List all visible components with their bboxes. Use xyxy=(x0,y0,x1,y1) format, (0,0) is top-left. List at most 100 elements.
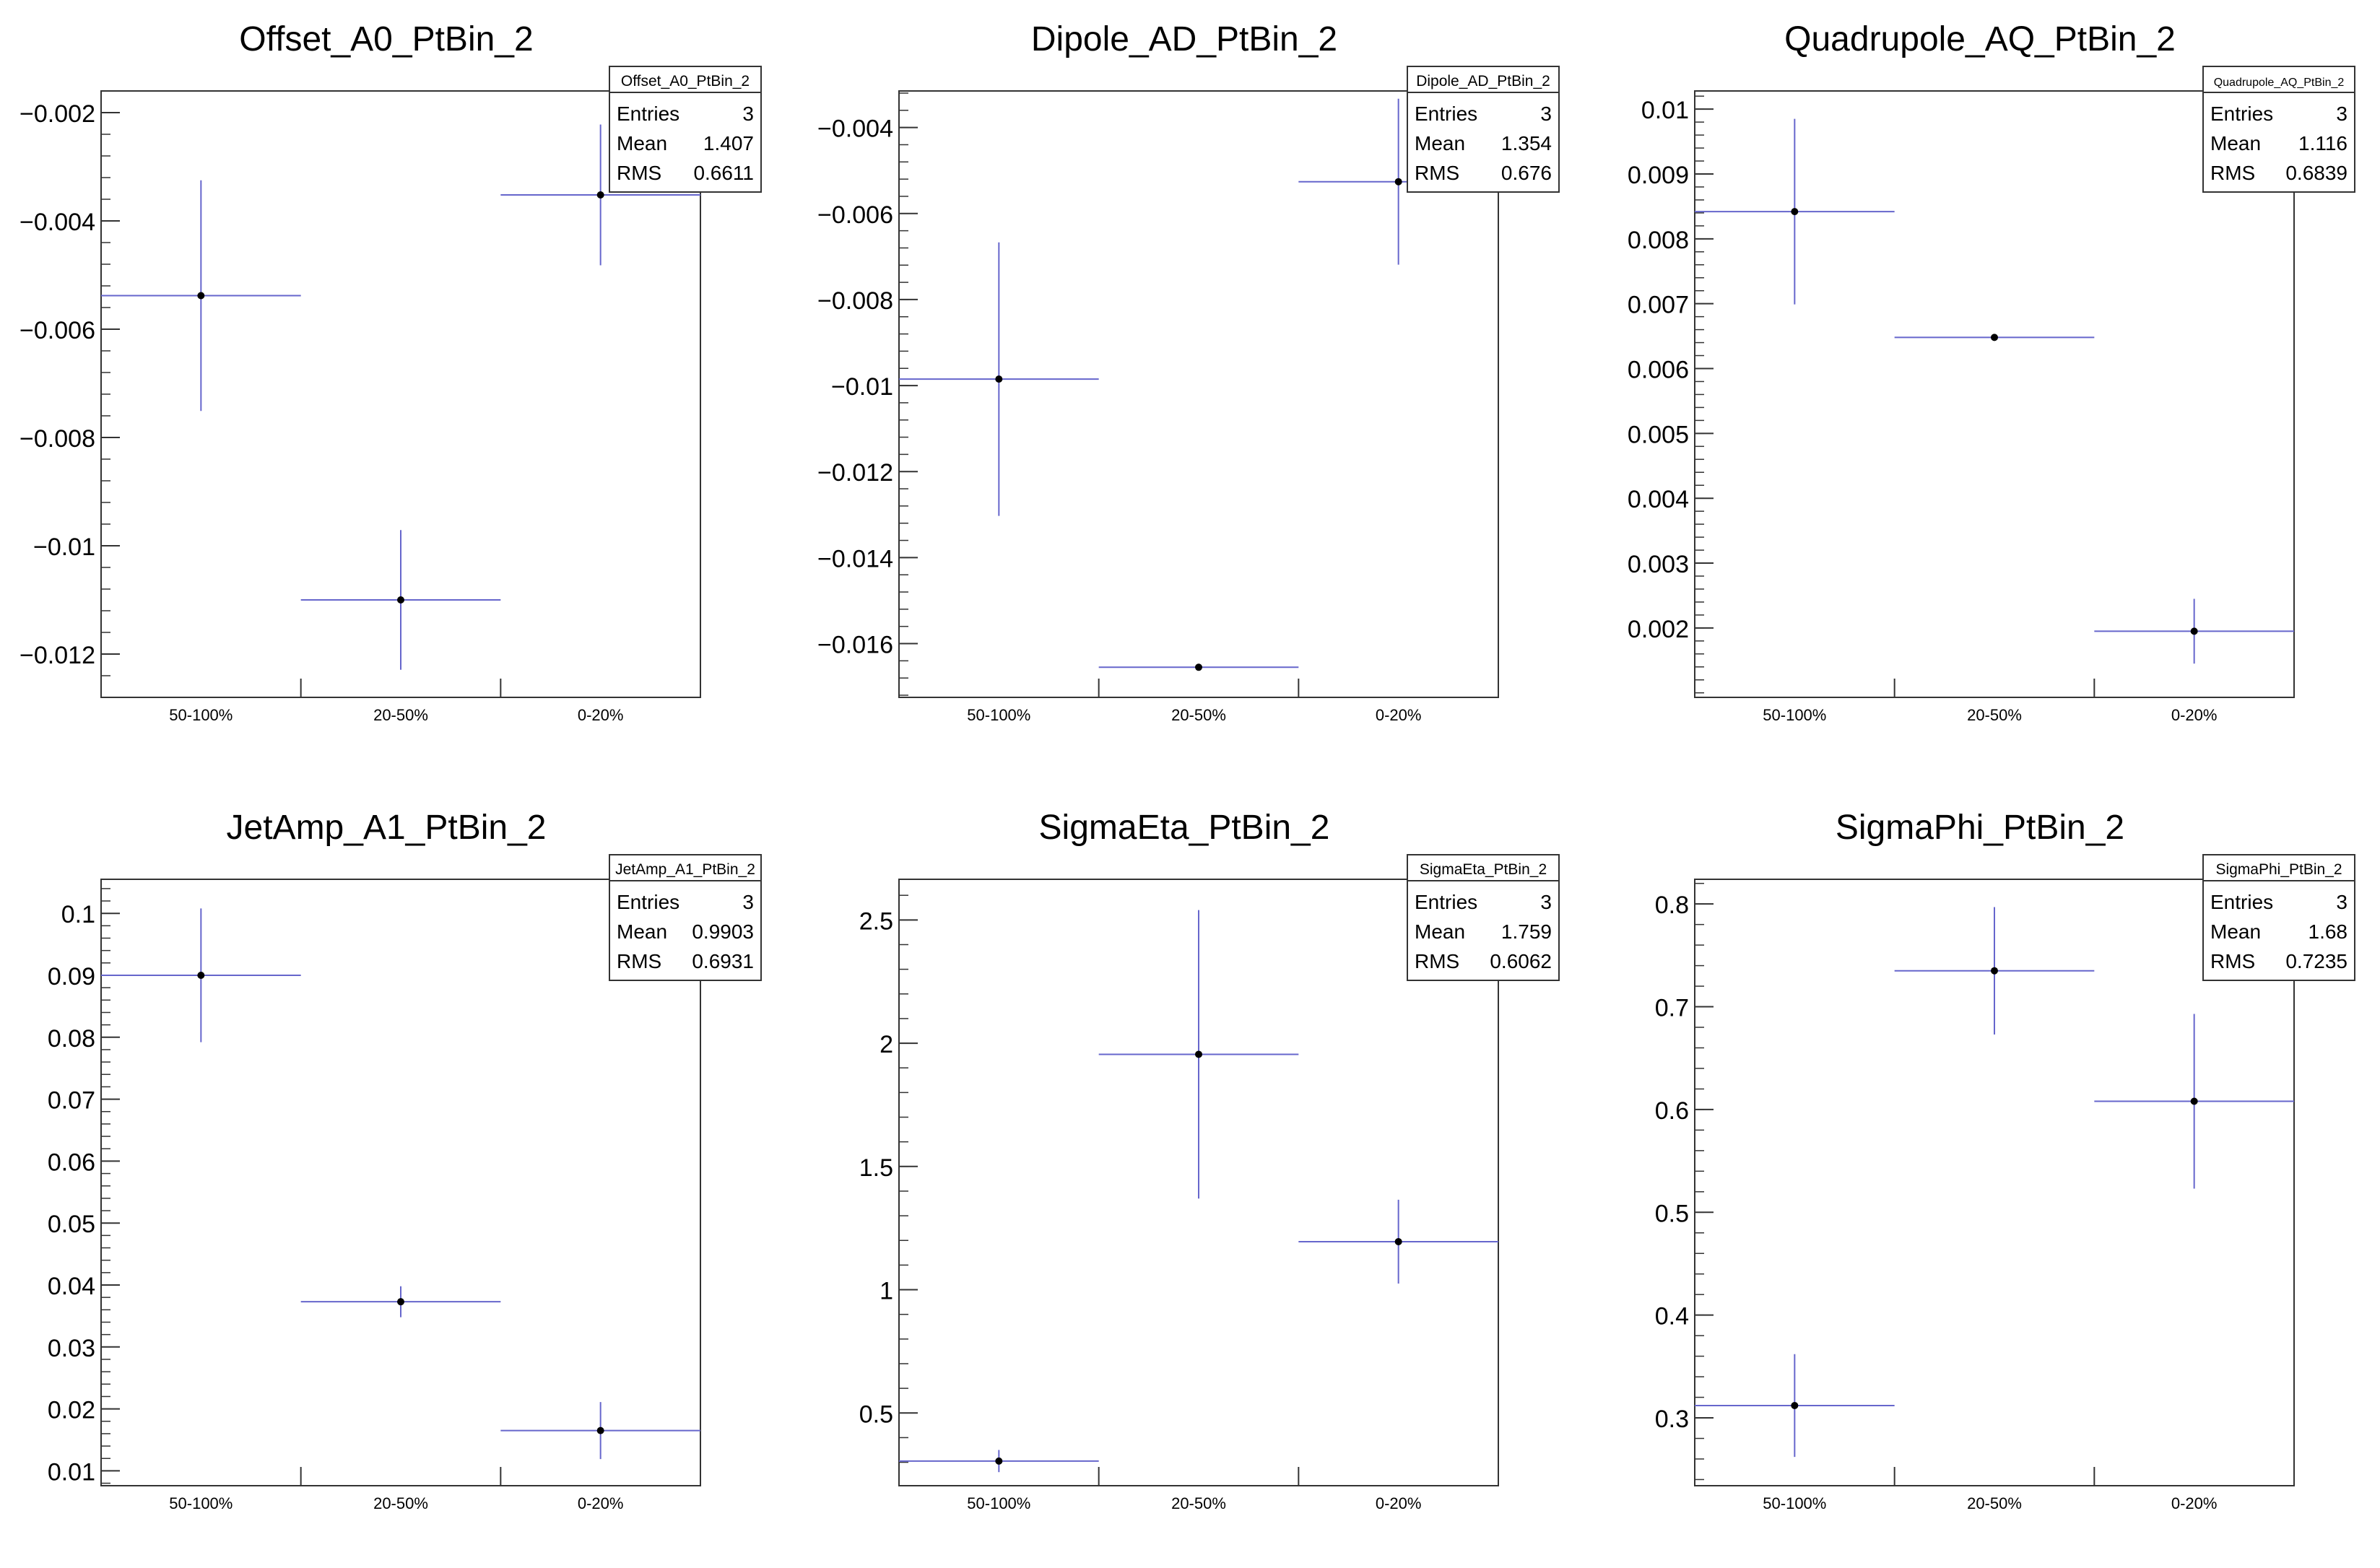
panel-title: Quadrupole_AQ_PtBin_2 xyxy=(1784,20,2176,58)
y-tick-label: −0.004 xyxy=(19,209,95,236)
y-tick-label: −0.016 xyxy=(817,632,893,659)
stats-row-label: RMS xyxy=(1415,162,1459,184)
stats-row-label: RMS xyxy=(617,162,661,184)
y-tick-label: 0.5 xyxy=(1655,1200,1689,1227)
data-point xyxy=(1695,1354,1895,1458)
point-marker xyxy=(2190,1097,2198,1105)
y-tick-label: 0.5 xyxy=(859,1401,893,1428)
x-category-label: 50-100% xyxy=(169,706,233,724)
stats-row-value: 3 xyxy=(742,891,754,913)
x-category-label: 50-100% xyxy=(169,1494,233,1512)
x-category-label: 20-50% xyxy=(1171,1494,1226,1512)
x-category-label: 0-20% xyxy=(2171,706,2218,724)
data-point xyxy=(101,908,301,1042)
data-point xyxy=(300,530,501,670)
stats-row-value: 3 xyxy=(2336,891,2348,913)
stats-row-label: Entries xyxy=(1415,103,1477,125)
y-tick-label: 2 xyxy=(880,1031,893,1058)
y-tick-label: 0.006 xyxy=(1628,357,1689,384)
stats-row-value: 0.6611 xyxy=(693,162,754,184)
stats-box-frame xyxy=(609,854,762,981)
stats-row-value: 1.116 xyxy=(2298,132,2348,154)
point-marker xyxy=(197,292,205,300)
stats-row-label: Entries xyxy=(2210,103,2273,125)
stats-box: Offset_A0_PtBin_2 Entries 3 Mean 1.407 RMS 0.6… xyxy=(609,66,762,193)
x-category-label: 50-100% xyxy=(1763,1494,1826,1512)
data-point xyxy=(2094,598,2294,664)
stats-box-frame xyxy=(609,66,762,193)
y-tick-label: 0.003 xyxy=(1628,551,1689,578)
y-tick-label: 1.5 xyxy=(859,1154,893,1182)
point-marker xyxy=(397,596,404,604)
y-tick-label: 0.08 xyxy=(48,1025,95,1053)
x-category-label: 50-100% xyxy=(1763,706,1826,724)
point-marker xyxy=(1991,967,1998,975)
y-tick-label: 0.02 xyxy=(48,1397,95,1424)
data-point xyxy=(899,1450,1099,1473)
stats-row-label: RMS xyxy=(1415,950,1459,972)
point-marker xyxy=(1791,208,1799,216)
point-marker xyxy=(596,1427,604,1434)
y-tick-label: −0.012 xyxy=(19,642,95,669)
stats-row-value: 1.354 xyxy=(1501,132,1552,154)
stats-row-value: 0.6062 xyxy=(1490,950,1552,972)
data-point xyxy=(2094,1014,2294,1189)
point-marker xyxy=(995,375,1003,383)
point-marker xyxy=(1195,1050,1202,1058)
stats-row-value: 0.6931 xyxy=(692,950,754,972)
x-category-label: 0-20% xyxy=(578,1494,624,1512)
stats-row-label: RMS xyxy=(2210,162,2255,184)
histogram-panel: JetAmp_A1_PtBin_2 0.1 0.09 0.08 0.07 0.06 0.05… xyxy=(48,809,762,1512)
data-point xyxy=(1894,907,2095,1035)
y-tick-label: −0.006 xyxy=(19,317,95,344)
point-marker xyxy=(1394,178,1402,186)
point-marker xyxy=(197,971,205,979)
stats-row-label: Mean xyxy=(2210,132,2261,154)
point-marker xyxy=(2190,627,2198,635)
stats-box: SigmaEta_PtBin_2 Entries 3 Mean 1.759 RMS 0.60… xyxy=(1407,854,1560,981)
x-category-label: 0-20% xyxy=(578,706,624,724)
x-category-label: 50-100% xyxy=(967,1494,1030,1512)
stats-row-value: 3 xyxy=(2336,103,2348,125)
stats-box-name: Offset_A0_PtBin_2 xyxy=(621,73,750,90)
x-category-label: 20-50% xyxy=(1967,1494,2022,1512)
stats-box-name: Quadrupole_AQ_PtBin_2 xyxy=(2214,77,2345,89)
histogram-panel: SigmaEta_PtBin_2 2.5 2 1.5 1 0.5 50-100% 20-50%… xyxy=(859,809,1560,1512)
point-marker xyxy=(1394,1237,1402,1245)
stats-row-value: 1.759 xyxy=(1501,920,1552,943)
y-tick-label: −0.008 xyxy=(817,287,893,315)
y-tick-label: −0.008 xyxy=(19,425,95,453)
y-tick-label: 0.09 xyxy=(48,963,95,990)
histogram-panel: SigmaPhi_PtBin_2 0.8 0.7 0.6 0.5 0.4 0.3 50-100… xyxy=(1655,809,2355,1512)
stats-row-label: Mean xyxy=(1415,920,1465,943)
stats-row-value: 0.7235 xyxy=(2285,950,2348,972)
x-category-label: 20-50% xyxy=(373,1494,428,1512)
stats-row-value: 0.9903 xyxy=(692,920,754,943)
y-tick-label: 0.07 xyxy=(48,1087,95,1115)
stats-box-frame xyxy=(1407,854,1560,981)
x-category-label: 0-20% xyxy=(2171,1494,2218,1512)
y-tick-label: 0.04 xyxy=(48,1273,95,1300)
y-tick-label: −0.006 xyxy=(817,201,893,229)
point-marker xyxy=(596,191,604,199)
x-category-label: 20-50% xyxy=(373,706,428,724)
stats-row-value: 0.676 xyxy=(1501,162,1552,184)
x-category-label: 0-20% xyxy=(1376,706,1422,724)
panel-title: Offset_A0_PtBin_2 xyxy=(239,20,533,58)
stats-row-label: RMS xyxy=(2210,950,2255,972)
data-point xyxy=(1894,334,2095,341)
stats-row-label: Entries xyxy=(617,891,679,913)
panel-title: JetAmp_A1_PtBin_2 xyxy=(227,809,547,847)
x-category-label: 0-20% xyxy=(1376,1494,1422,1512)
stats-row-value: 1.407 xyxy=(703,132,754,154)
y-tick-label: 0.8 xyxy=(1655,892,1689,919)
stats-row-value: 3 xyxy=(1540,891,1552,913)
stats-box-name: Dipole_AD_PtBin_2 xyxy=(1416,73,1550,90)
y-tick-label: 0.005 xyxy=(1628,421,1689,448)
y-tick-label: 0.1 xyxy=(61,901,95,928)
y-tick-label: 0.007 xyxy=(1628,292,1689,319)
y-tick-label: −0.01 xyxy=(33,533,95,561)
stats-row-label: RMS xyxy=(617,950,661,972)
y-tick-label: 0.01 xyxy=(48,1458,95,1486)
